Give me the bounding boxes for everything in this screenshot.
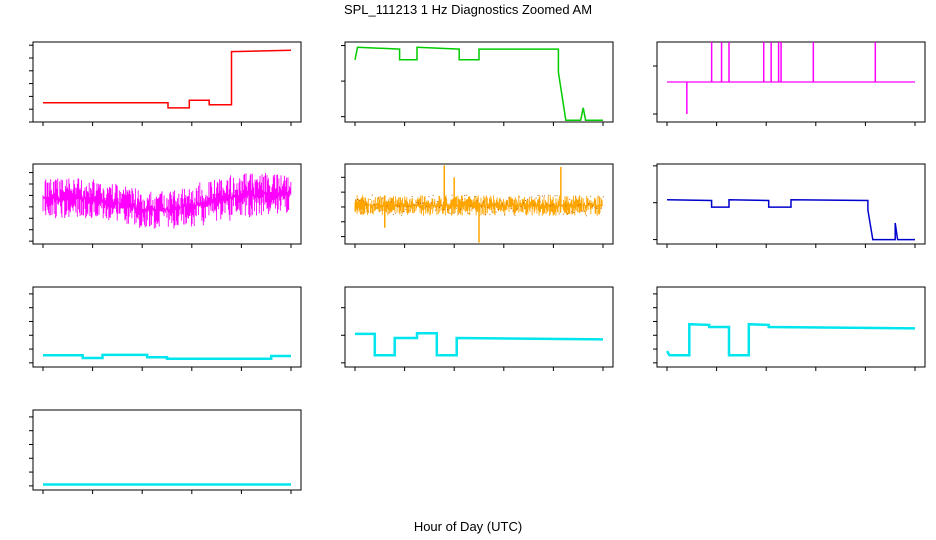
data-series-line <box>43 353 291 360</box>
data-noise-band <box>354 195 604 216</box>
chart-panel-10 <box>29 409 302 494</box>
data-layer <box>665 322 916 357</box>
plot-frame <box>344 41 614 123</box>
chart-panel-7 <box>29 286 302 371</box>
data-layer <box>667 42 915 114</box>
plot-frame <box>344 163 614 245</box>
chart-panel-1 <box>29 41 302 126</box>
data-series-line <box>43 49 292 109</box>
data-layer <box>42 173 292 229</box>
data-series-line <box>354 46 603 121</box>
data-layer <box>355 331 604 357</box>
chart-panel-8 <box>341 286 614 371</box>
figure-title: SPL_111213 1 Hz Diagnostics Zoomed AM <box>344 2 592 17</box>
plot-frame <box>656 41 926 123</box>
data-layer <box>43 49 292 109</box>
data-noise-points <box>355 194 604 217</box>
data-series-line <box>666 199 915 241</box>
chart-panel-6 <box>653 163 926 248</box>
data-layer <box>43 353 291 360</box>
chart-panel-9 <box>653 286 926 371</box>
data-series-line <box>665 322 916 357</box>
plot-frame <box>32 409 302 491</box>
data-layer <box>354 46 603 121</box>
x-axis-label: Hour of Day (UTC) <box>414 519 522 534</box>
plot-frame <box>656 286 926 368</box>
chart-panel-2 <box>341 41 614 126</box>
plot-frame <box>32 163 302 245</box>
data-series-line <box>355 331 604 357</box>
chart-panel-4 <box>29 163 302 248</box>
plot-frame <box>32 286 302 368</box>
plot-frame <box>656 163 926 245</box>
data-layer <box>666 199 915 241</box>
data-layer <box>354 165 604 243</box>
plot-frame <box>344 286 614 368</box>
data-noise-band <box>42 173 292 229</box>
chart-panels <box>29 41 926 494</box>
chart-panel-3 <box>653 41 926 126</box>
chart-panel-5 <box>341 163 614 248</box>
plot-frame <box>32 41 302 123</box>
